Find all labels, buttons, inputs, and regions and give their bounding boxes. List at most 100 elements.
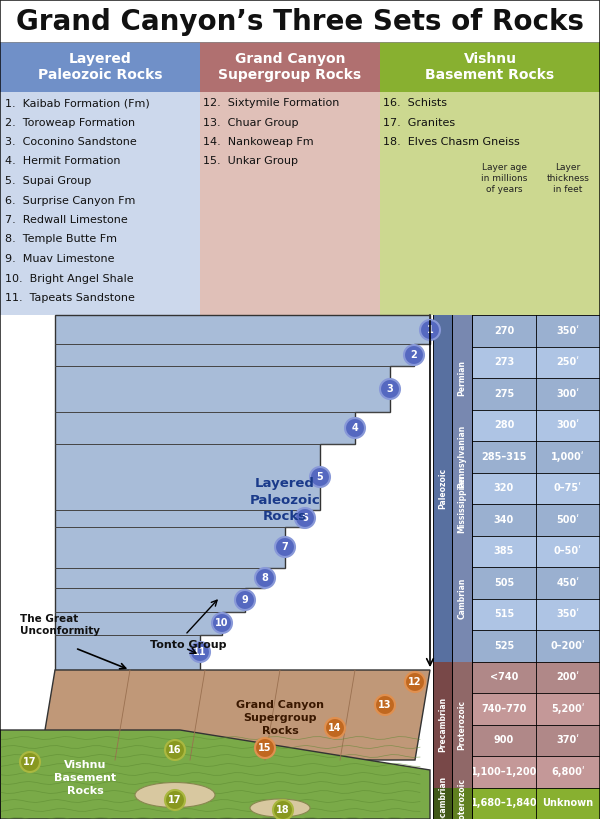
Text: 12.  Sixtymile Formation: 12. Sixtymile Formation xyxy=(203,98,340,108)
Bar xyxy=(472,756,536,788)
Bar xyxy=(536,662,600,693)
Text: 500ʹ: 500ʹ xyxy=(556,515,580,525)
Text: 16.  Schists: 16. Schists xyxy=(383,98,447,108)
Text: Grand Canyon
Supergroup
Rocks: Grand Canyon Supergroup Rocks xyxy=(236,699,324,736)
Bar xyxy=(472,441,536,473)
Bar xyxy=(433,788,452,819)
Circle shape xyxy=(325,718,345,738)
Text: 505: 505 xyxy=(494,577,514,588)
Text: 900: 900 xyxy=(494,735,514,745)
Bar xyxy=(0,315,433,819)
Bar xyxy=(472,504,536,536)
Text: 10.  Bright Angel Shale: 10. Bright Angel Shale xyxy=(5,274,134,283)
Text: 9.  Muav Limestone: 9. Muav Limestone xyxy=(5,254,115,264)
Bar xyxy=(472,599,536,630)
Circle shape xyxy=(404,345,424,365)
Text: 18: 18 xyxy=(276,805,290,815)
Text: Grand Canyon’s Three Sets of Rocks: Grand Canyon’s Three Sets of Rocks xyxy=(16,8,584,36)
Bar xyxy=(472,693,536,725)
Bar xyxy=(536,630,600,662)
Text: 11: 11 xyxy=(193,647,207,657)
Circle shape xyxy=(420,320,440,340)
Circle shape xyxy=(20,752,40,772)
Text: Precambrian: Precambrian xyxy=(438,776,447,819)
Text: 1: 1 xyxy=(427,325,433,335)
Bar xyxy=(380,92,600,315)
Text: 15.  Unkar Group: 15. Unkar Group xyxy=(203,156,298,166)
Bar xyxy=(536,599,600,630)
Bar xyxy=(452,536,472,662)
Bar xyxy=(452,788,472,819)
Circle shape xyxy=(255,738,275,758)
Text: Unknown: Unknown xyxy=(542,799,593,808)
Text: 515: 515 xyxy=(494,609,514,619)
Bar xyxy=(536,346,600,378)
Bar xyxy=(536,693,600,725)
Text: 200ʹ: 200ʹ xyxy=(556,672,580,682)
Text: <740: <740 xyxy=(490,672,518,682)
Text: 3.  Coconino Sandstone: 3. Coconino Sandstone xyxy=(5,137,137,147)
Circle shape xyxy=(212,613,232,633)
Bar xyxy=(536,504,600,536)
Text: Layer
thickness
in feet: Layer thickness in feet xyxy=(547,162,589,194)
Text: 320: 320 xyxy=(494,483,514,493)
Text: 6: 6 xyxy=(302,513,308,523)
Text: 8: 8 xyxy=(262,573,268,583)
Text: Layered
Paleozoic Rocks: Layered Paleozoic Rocks xyxy=(38,52,162,82)
Circle shape xyxy=(273,800,293,819)
Bar xyxy=(472,567,536,599)
Bar xyxy=(536,378,600,410)
Text: 5.  Supai Group: 5. Supai Group xyxy=(5,176,91,186)
Bar xyxy=(472,346,536,378)
Circle shape xyxy=(235,590,255,610)
Circle shape xyxy=(165,740,185,760)
Text: 8.  Temple Butte Fm: 8. Temple Butte Fm xyxy=(5,234,117,245)
Text: 2.  Toroweap Formation: 2. Toroweap Formation xyxy=(5,117,135,128)
Text: 1,100–1,200: 1,100–1,200 xyxy=(471,767,537,776)
Text: 11.  Tapeats Sandstone: 11. Tapeats Sandstone xyxy=(5,293,135,303)
Text: Proterozoic: Proterozoic xyxy=(458,699,467,749)
Text: 6.  Surprise Canyon Fm: 6. Surprise Canyon Fm xyxy=(5,196,136,206)
Text: 10: 10 xyxy=(215,618,229,628)
Bar xyxy=(536,410,600,441)
Text: 14: 14 xyxy=(328,723,342,733)
Text: Layered
Paleozoic
Rocks: Layered Paleozoic Rocks xyxy=(250,477,320,523)
Bar xyxy=(200,42,380,92)
Bar xyxy=(536,536,600,567)
Bar xyxy=(452,662,472,788)
Text: 13.  Chuar Group: 13. Chuar Group xyxy=(203,117,299,128)
Text: 18.  Elves Chasm Gneiss: 18. Elves Chasm Gneiss xyxy=(383,137,520,147)
Bar xyxy=(472,725,536,756)
Bar xyxy=(452,315,472,441)
Bar xyxy=(452,473,472,536)
Text: 270: 270 xyxy=(494,326,514,336)
Text: 1.  Kaibab Formation (Fm): 1. Kaibab Formation (Fm) xyxy=(5,98,150,108)
Text: Precambrian: Precambrian xyxy=(438,697,447,752)
Text: 17: 17 xyxy=(168,795,182,805)
Bar xyxy=(200,92,380,315)
Bar xyxy=(472,630,536,662)
Circle shape xyxy=(405,672,425,692)
Ellipse shape xyxy=(135,782,215,808)
Bar xyxy=(536,473,600,504)
Text: 350ʹ: 350ʹ xyxy=(556,609,580,619)
Text: 4: 4 xyxy=(352,423,358,433)
Circle shape xyxy=(345,418,365,438)
Bar xyxy=(472,788,536,819)
Text: Pennsylvanian: Pennsylvanian xyxy=(458,425,467,488)
Circle shape xyxy=(275,537,295,557)
Bar xyxy=(452,441,472,473)
Circle shape xyxy=(165,790,185,810)
Text: 2: 2 xyxy=(410,350,418,360)
Bar xyxy=(536,315,600,346)
Text: 0–200ʹ: 0–200ʹ xyxy=(551,640,586,651)
Text: 1,000ʹ: 1,000ʹ xyxy=(551,451,585,462)
Bar xyxy=(0,92,200,315)
Text: 450ʹ: 450ʹ xyxy=(556,577,580,588)
Text: 740–770: 740–770 xyxy=(481,704,527,713)
Bar xyxy=(433,315,452,662)
Ellipse shape xyxy=(250,799,310,817)
Text: 12: 12 xyxy=(408,677,422,687)
Bar xyxy=(472,473,536,504)
Text: 15: 15 xyxy=(258,743,272,753)
